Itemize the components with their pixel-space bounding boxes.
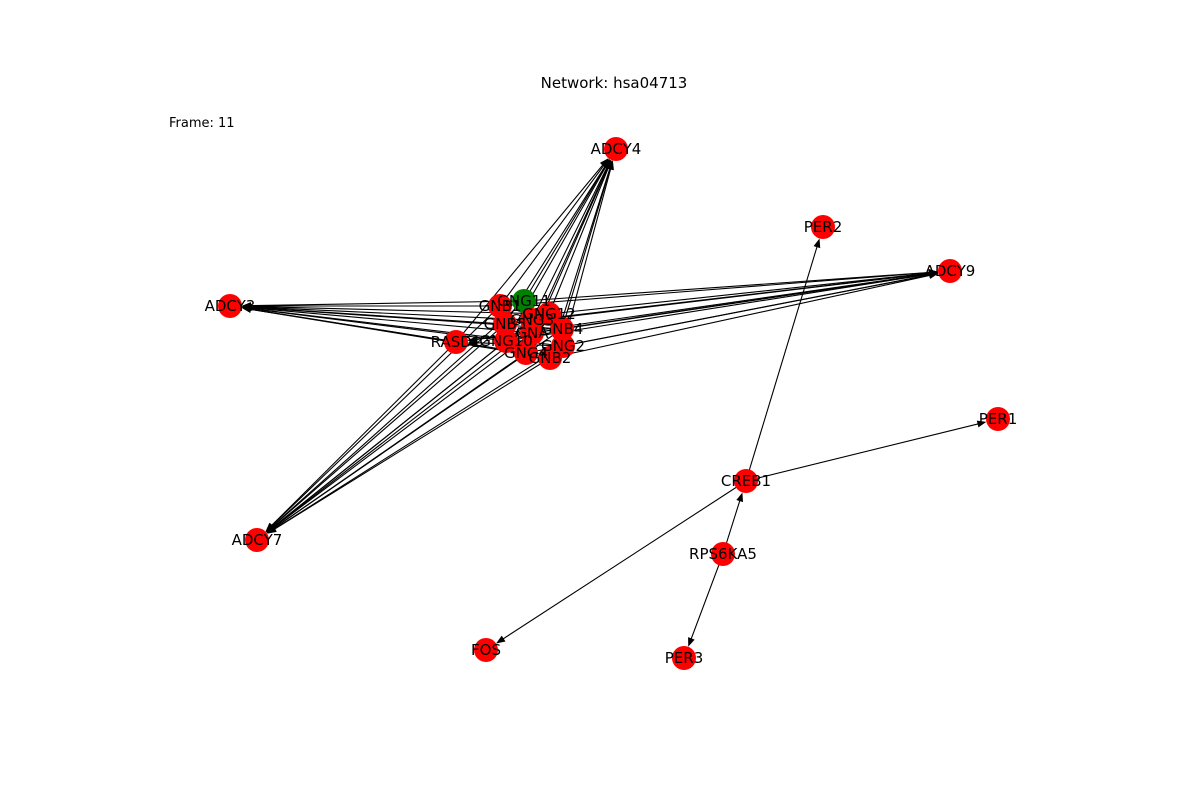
edge-gnb1-adcy9 — [499, 271, 933, 307]
edge-rasd1-adcy7 — [269, 341, 457, 528]
node-adcy7[interactable] — [245, 528, 269, 552]
arrowhead-gnb2-adcy7 — [267, 525, 277, 534]
edge-creb1-fos — [500, 480, 747, 641]
node-label-gng3: GNG3 — [510, 311, 554, 329]
arrowhead-rps6ka5-creb1 — [736, 492, 744, 503]
node-rps6ka5[interactable] — [711, 542, 735, 566]
node-label-adcy4: ADCY4 — [591, 140, 642, 158]
arrowhead-creb1-fos — [496, 635, 506, 644]
node-gng10[interactable] — [494, 329, 518, 353]
edge-layer — [241, 158, 987, 647]
arrowhead-gnb2-adcy3 — [241, 305, 252, 313]
arrowhead-gnb2-adcy9 — [928, 272, 939, 279]
node-label-gnb4: GNB4 — [541, 320, 584, 338]
edge-gng11-adcy9 — [523, 271, 933, 302]
edge-gng12-adcy9 — [548, 272, 933, 315]
node-label-creb1: CREB1 — [721, 472, 771, 490]
node-gng4[interactable] — [514, 341, 538, 365]
edge-gng11-adcy4 — [523, 164, 608, 302]
node-per1[interactable] — [986, 407, 1010, 431]
node-adcy9[interactable] — [938, 259, 962, 283]
edge-gnb5-adcy7 — [270, 323, 506, 529]
node-label-adcy9: ADCY9 — [925, 262, 976, 280]
node-layer — [218, 137, 1010, 670]
edge-gng12-adcy4 — [548, 165, 610, 315]
edge-gnb4-rasd1 — [473, 328, 563, 341]
edge-gnb4-adcy4 — [561, 166, 612, 330]
node-label-fos: FOS — [471, 641, 501, 659]
node-label-gng4: GNG4 — [504, 344, 548, 362]
edge-gng3-adcy3 — [247, 306, 533, 321]
node-label-adcy7: ADCY7 — [232, 531, 283, 549]
edge-gng4-adcy9 — [525, 273, 933, 354]
node-label-gna: GNA — [515, 324, 549, 342]
arrowhead-rasd1-adcy4 — [599, 158, 609, 168]
node-gna[interactable] — [520, 321, 544, 345]
edge-gng2-adcy7 — [271, 345, 564, 531]
edge-gna-adcy7 — [271, 332, 533, 530]
arrowhead-rps6ka5-per3 — [688, 637, 695, 647]
node-label-gnb2: GNB2 — [529, 349, 572, 367]
node-gnb1[interactable] — [488, 294, 512, 318]
edge-creb1-per1 — [745, 422, 981, 482]
arrowhead-gnb4-rasd1 — [467, 335, 478, 343]
node-adcy3[interactable] — [218, 294, 242, 318]
node-adcy4[interactable] — [604, 137, 628, 161]
node-label-adcy3: ADCY3 — [205, 297, 256, 315]
edge-gng3-adcy9 — [531, 272, 933, 321]
node-rasd1[interactable] — [444, 330, 468, 354]
node-label-gng2: GNG2 — [541, 337, 585, 355]
edge-gna-adcy3 — [247, 307, 533, 334]
edge-gng4-adcy7 — [271, 352, 527, 531]
edge-gnb2-adcy7 — [272, 357, 551, 531]
arrowhead-creb1-per2 — [813, 238, 821, 249]
network-title: Network: hsa04713 — [541, 74, 688, 92]
node-per2[interactable] — [811, 215, 835, 239]
node-label-gnb5: GNB5 — [484, 315, 527, 333]
node-label-gng10: GNG10 — [479, 332, 533, 350]
node-gnb5[interactable] — [493, 312, 517, 336]
node-label-gng11: GNG11 — [497, 292, 551, 310]
node-per3[interactable] — [672, 646, 696, 670]
frame-label: Frame: 11 — [169, 116, 235, 131]
node-label-gng12: GNG12 — [522, 305, 576, 323]
edge-gng10-adcy9 — [505, 273, 933, 342]
node-creb1[interactable] — [734, 469, 758, 493]
node-label-gnb1: GNB1 — [479, 297, 522, 315]
node-fos[interactable] — [474, 638, 498, 662]
node-label-per1: PER1 — [979, 410, 1018, 428]
node-label-per2: PER2 — [804, 218, 843, 236]
edge-rps6ka5-per3 — [689, 553, 724, 642]
edge-gng11-adcy3 — [247, 300, 525, 307]
node-label-per3: PER3 — [665, 649, 704, 667]
edge-gnb2-adcy9 — [549, 274, 933, 359]
node-gng11[interactable] — [512, 289, 536, 313]
node-label-rasd1: RASD1 — [431, 333, 482, 351]
node-gnb4[interactable] — [550, 317, 574, 341]
edge-creb1-per2 — [745, 244, 819, 482]
edge-gng3-adcy4 — [531, 164, 609, 321]
arrowhead-creb1-per1 — [976, 420, 987, 428]
arrowhead-gnb2-adcy4 — [606, 160, 614, 171]
edge-gng10-adcy7 — [270, 340, 507, 530]
node-label-rps6ka5: RPS6KA5 — [689, 545, 757, 563]
node-gnb2[interactable] — [538, 346, 562, 370]
edge-gnb1-adcy4 — [499, 163, 606, 307]
